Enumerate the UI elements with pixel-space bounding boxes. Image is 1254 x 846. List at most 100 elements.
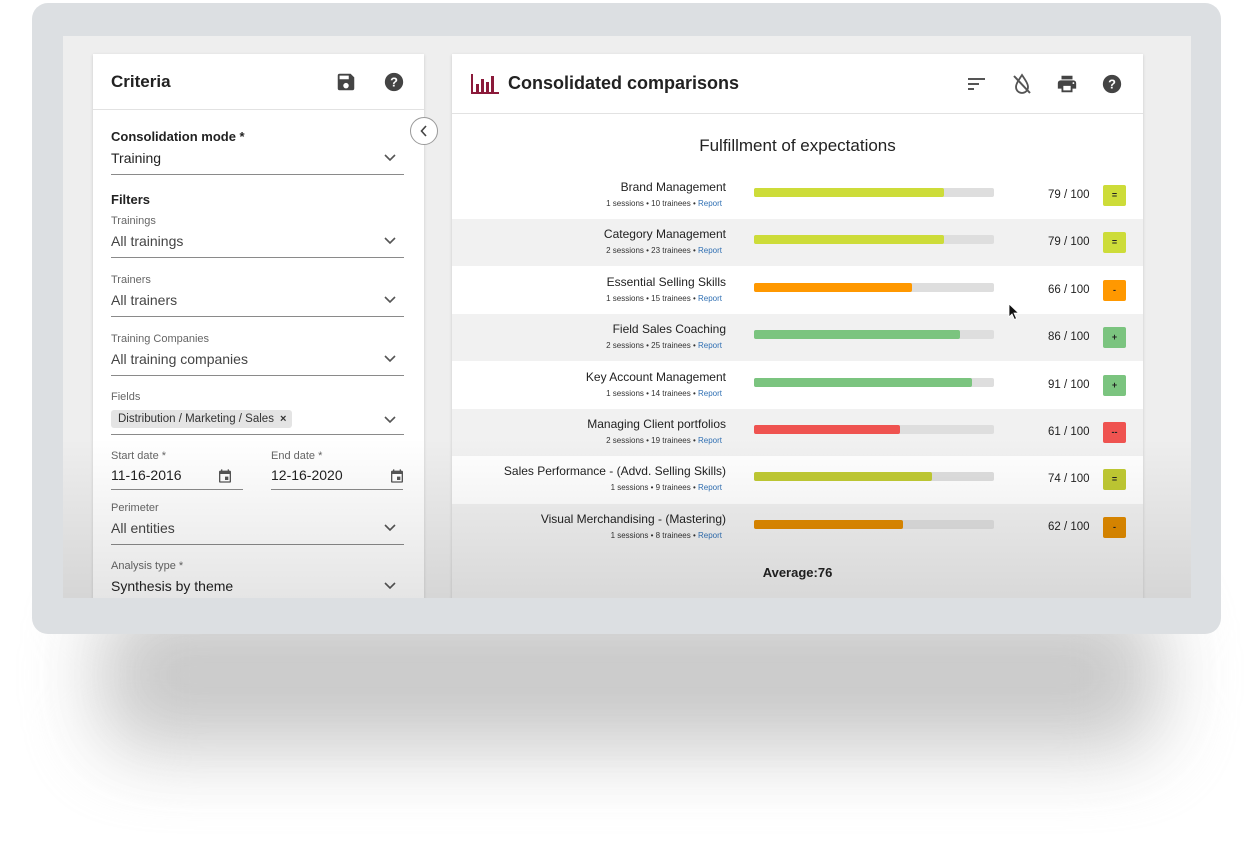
fields-select[interactable]: Fields Distribution / Marketing / Sales × [111,391,404,435]
chip-remove-icon[interactable]: × [279,413,287,425]
calendar-icon[interactable] [389,468,405,484]
sessions-trainees-text: 2 sessions • 19 trainees • [606,436,698,445]
trainers-select[interactable]: Trainers All trainers [111,274,404,317]
print-icon[interactable] [1056,73,1078,95]
trainings-value[interactable]: All trainings [111,233,404,258]
end-date-text: 12-16-2020 [271,467,343,483]
chevron-down-icon[interactable] [384,153,396,163]
perimeter-text: All entities [111,520,175,536]
training-companies-value[interactable]: All training companies [111,351,404,376]
field-chip-label: Distribution / Marketing / Sales [118,413,274,425]
report-link[interactable]: Report [697,530,722,540]
training-companies-text: All training companies [111,351,248,367]
field-chip: Distribution / Marketing / Sales × [111,410,293,428]
analysis-type-select[interactable]: Analysis type * Synthesis by theme [111,560,404,598]
trainings-text: All trainings [111,233,184,249]
training-name: Sales Performance - (Advd. Selling Skill… [503,464,726,479]
score-bar-fill [754,282,912,292]
score-badge: = [1103,469,1126,491]
report-link[interactable]: Report [697,483,722,493]
score-bar-fill [754,188,944,197]
score-text: 66 / 100 [1048,283,1090,296]
criteria-panel: Criteria ? Consolidation mode * Training… [93,54,424,598]
chevron-down-icon[interactable] [384,415,396,425]
training-meta: 1 sessions • 14 trainees • Report [606,389,722,398]
score-bar-fill [754,377,972,387]
calendar-icon[interactable] [217,468,233,484]
report-link[interactable]: Report [697,293,722,303]
perimeter-select[interactable]: Perimeter All entities [111,502,404,545]
end-date-field[interactable]: End date * 12-16-2020 [271,450,403,490]
comparison-row: Key Account Management 1 sessions • 14 tr… [452,362,1143,409]
help-icon[interactable]: ? [1101,73,1123,95]
report-link[interactable]: Report [697,246,722,256]
comparison-row: Brand Management 1 sessions • 10 trainees… [452,172,1143,219]
consolidation-mode-label: Consolidation mode * [111,129,245,144]
sessions-trainees-text: 2 sessions • 25 trainees • [606,341,698,351]
start-date-input[interactable]: 11-16-2016 [111,467,243,490]
trainers-value[interactable]: All trainers [111,292,404,317]
report-link[interactable]: Report [697,388,722,398]
score-text: 79 / 100 [1048,189,1090,201]
score-bar-track [754,330,994,340]
chevron-down-icon[interactable] [384,295,396,305]
training-companies-label: Training Companies [111,333,210,345]
score-bar-fill [754,519,903,529]
report-link[interactable]: Report [697,341,722,351]
end-date-input[interactable]: 12-16-2020 [271,467,403,490]
report-link[interactable]: Report [697,436,722,445]
chevron-down-icon[interactable] [384,354,396,364]
comparisons-panel: Consolidated comparisons ? Fulfillment o… [452,54,1143,598]
trainers-label: Trainers [111,274,151,286]
report-link[interactable]: Report [697,199,722,208]
score-badge: - [1103,516,1126,538]
score-badge: = [1103,185,1126,206]
chevron-down-icon[interactable] [384,236,396,246]
criteria-title: Criteria [111,72,171,91]
fields-value[interactable]: Distribution / Marketing / Sales × [111,409,404,435]
chevron-down-icon[interactable] [384,581,396,591]
score-bar-track [754,472,994,482]
training-meta: 1 sessions • 10 trainees • Report [606,199,722,208]
trainings-label: Trainings [111,215,156,227]
no-color-icon[interactable] [1012,73,1032,95]
analysis-type-text: Synthesis by theme [111,578,234,594]
average-row: Average:76 [452,550,1143,598]
sessions-trainees-text: 2 sessions • 23 trainees • [606,246,698,256]
perimeter-value[interactable]: All entities [111,520,404,545]
training-meta: 2 sessions • 19 trainees • Report [606,436,722,445]
comparison-row: Category Management 2 sessions • 23 train… [452,219,1143,267]
training-meta: 2 sessions • 25 trainees • Report [606,341,722,350]
score-text: 91 / 100 [1048,378,1090,391]
score-bar-track [754,235,994,245]
collapse-panel-button[interactable] [410,117,438,145]
sort-icon[interactable] [968,77,986,91]
consolidation-mode-select[interactable]: Consolidation mode * Training [111,129,404,175]
trainings-select[interactable]: Trainings All trainings [111,215,404,258]
training-name: Field Sales Coaching [612,322,726,337]
score-bar-fill [754,330,960,340]
score-bar-track [754,188,994,197]
comparison-row: Essential Selling Skills 1 sessions • 15 … [452,267,1143,314]
save-icon[interactable] [335,71,357,93]
help-icon[interactable]: ? [383,71,405,93]
training-name: Essential Selling Skills [606,274,726,289]
sessions-trainees-text: 1 sessions • 8 trainees • [610,530,698,540]
score-text: 86 / 100 [1048,331,1090,344]
comparison-row: Visual Merchandising - (Mastering) 1 sess… [452,503,1143,551]
chevron-down-icon[interactable] [384,523,396,533]
comparison-row: Field Sales Coaching 2 sessions • 25 trai… [452,314,1143,362]
training-companies-select[interactable]: Training Companies All training companie… [111,333,404,376]
training-name: Category Management [603,227,726,242]
score-bar-fill [754,472,932,482]
training-meta: 1 sessions • 15 trainees • Report [606,294,722,303]
start-date-field[interactable]: Start date * 11-16-2016 [111,450,243,490]
training-name: Brand Management [620,180,726,194]
analysis-type-value[interactable]: Synthesis by theme [111,578,404,598]
consolidation-mode-value[interactable]: Training [111,150,404,175]
sessions-trainees-text: 1 sessions • 10 trainees • [606,199,698,208]
app-screen: Criteria ? Consolidation mode * Training… [63,36,1191,598]
perimeter-label: Perimeter [111,502,159,514]
comparison-row: Managing Client portfolios 2 sessions • 1… [452,409,1143,456]
score-bar-track [754,425,994,434]
